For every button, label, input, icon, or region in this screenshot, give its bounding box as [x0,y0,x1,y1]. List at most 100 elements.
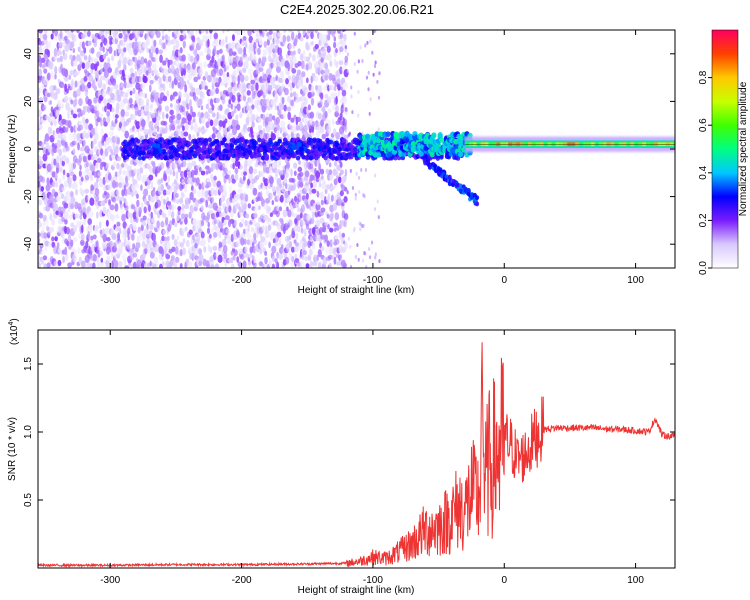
heatmap-cell [309,249,313,256]
heatmap-cell [299,53,304,61]
heatmap-cell [263,262,268,268]
heatmap-cell [171,124,176,131]
heatmap-cell [249,246,254,254]
heatmap-cell [175,213,180,222]
heatmap-cell [252,168,258,174]
heatmap-cell [350,85,353,90]
heatmap-cell [341,138,347,143]
y-tick-label: 0.5 [23,493,34,507]
heatmap-cell [123,64,127,71]
heatmap-cell [143,188,149,197]
heatmap-cell [475,201,480,207]
heatmap-cell [139,160,143,166]
heatmap-cell [167,67,172,74]
heatmap-cell [38,255,41,264]
heatmap-cell [187,120,192,126]
heatmap-cell [95,194,100,203]
heatmap-cell [239,74,245,83]
heatmap-cell [205,170,209,175]
heatmap-cell [44,219,49,227]
heatmap-cell [288,30,293,33]
heatmap-cell [239,253,245,260]
heatmap-cell [221,238,227,248]
heatmap-cell [228,125,231,131]
heatmap-cell [51,171,57,178]
heatmap-cell [311,211,315,220]
heatmap-cell [347,236,350,241]
heatmap-cell [135,205,140,212]
heatmap-cell [57,259,62,267]
heatmap-cell [152,161,156,168]
heatmap-cell [221,54,225,64]
heatmap-cell [291,227,295,235]
heatmap-cell [327,193,331,201]
heatmap-cell [267,206,272,212]
heatmap-cell [149,260,152,267]
heatmap-cell [114,114,119,119]
heatmap-cell [191,35,196,43]
heatmap-cell [62,169,66,176]
heatmap-cell [71,78,74,86]
heatmap-cell [79,187,82,195]
heatmap-cell [175,183,180,190]
heatmap-cell [141,220,147,226]
heatmap-cell [226,234,231,239]
heatmap-cell [146,144,152,150]
heatmap-cell [59,41,63,47]
heatmap-cell [285,23,288,29]
heatmap-cell [131,77,136,85]
heatmap-cell [347,133,351,138]
heatmap-cell [194,121,197,127]
heatmap-cell [310,30,315,34]
heatmap-cell [187,113,192,122]
heatmap-cell [116,136,121,145]
heatmap-cell [286,106,292,112]
heatmap-cell [155,30,161,39]
heatmap-cell [71,140,77,146]
heatmap-cell [154,243,160,253]
heatmap-cell [121,253,127,261]
heatmap-cell [274,241,279,247]
heatmap-cell [357,59,360,64]
heatmap-cell [264,256,268,265]
heatmap-cell [297,166,303,173]
heatmap-cell [98,113,104,119]
heatmap-cell [209,148,214,153]
heatmap-cell [333,41,337,49]
heatmap-cell [106,110,111,117]
heatmap-cell [285,129,289,135]
heatmap-cell [64,246,68,256]
heatmap-cell [198,183,202,190]
heatmap-cell [55,88,61,95]
heatmap-cell [253,245,256,254]
heatmap-cell [132,243,136,250]
heatmap-cell [260,155,266,161]
heatmap-cell [341,104,344,109]
heatmap-cell [298,189,303,196]
heatmap-cell [53,158,57,166]
heatmap-cell [284,182,288,190]
heatmap-cell [176,113,182,121]
heatmap-cell [165,57,169,63]
heatmap-cell [43,30,48,35]
heatmap-cell [124,130,130,139]
heatmap-cell [374,30,377,33]
heatmap-cell [244,75,249,82]
heatmap-cell [135,210,139,219]
heatmap-cell [295,232,299,240]
heatmap-cell [38,74,43,81]
heatmap-cell [223,167,228,175]
heatmap-cell [85,240,89,250]
heatmap-cell [181,178,185,186]
heatmap-cell [90,63,96,70]
heatmap-cell [357,113,360,118]
heatmap-cell [303,124,308,133]
heatmap-cell [335,95,338,105]
heatmap-cell [111,107,115,113]
heatmap-cell [82,155,88,163]
heatmap-cell [57,30,60,31]
heatmap-cell [268,241,271,249]
heatmap-cell [322,178,326,184]
heatmap-cell [118,228,122,235]
heatmap-cell [200,62,203,72]
